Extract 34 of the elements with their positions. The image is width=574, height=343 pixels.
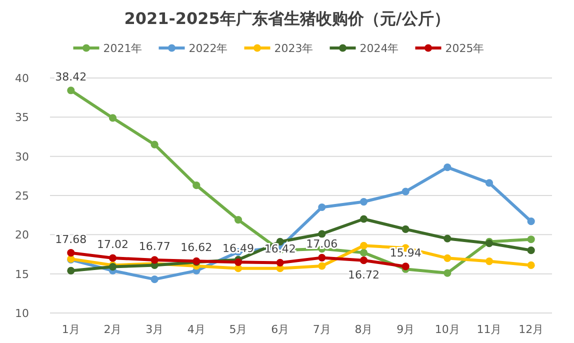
y-tick-label: 40: [15, 72, 29, 85]
data-label: 16.72: [348, 268, 380, 282]
y-tick-label: 35: [15, 111, 29, 124]
x-tick-label: 6月: [271, 323, 290, 336]
x-tick-label: 7月: [312, 323, 331, 336]
legend-label: 2025年: [445, 42, 484, 55]
x-tick-label: 2月: [104, 323, 122, 336]
x-tick-label: 12月: [518, 323, 544, 336]
y-tick-label: 10: [15, 307, 29, 320]
y-tick-label: 20: [15, 228, 29, 242]
data-label: 16.62: [180, 241, 212, 254]
data-label: 15.94: [390, 246, 422, 260]
data-label: 16.77: [138, 240, 170, 253]
legend-label: 2022年: [188, 42, 228, 55]
x-tick-label: 3月: [146, 323, 164, 336]
data-label: 38.42: [55, 70, 87, 84]
data-label: 17.06: [306, 238, 338, 251]
y-tick-label: 25: [15, 190, 29, 202]
x-tick-label: 1月: [62, 323, 80, 336]
x-tick-label: 11月: [476, 323, 502, 336]
data-label: 17.68: [55, 232, 87, 246]
data-label: 16.42: [264, 242, 296, 256]
x-tick-label: 5月: [229, 323, 248, 336]
x-tick-label: 8月: [354, 323, 373, 336]
x-tick-label: 4月: [187, 323, 206, 336]
x-tick-label: 9月: [396, 323, 415, 336]
legend-label: 2021年: [103, 42, 142, 55]
chart-title: 2021-2025年广东省生猪收购价（元/公斤）: [124, 9, 450, 28]
x-tick-label: 10月: [434, 323, 460, 336]
legend-label: 2024年: [360, 42, 399, 55]
legend-label: 2023年: [274, 42, 314, 55]
y-tick-label: 15: [15, 268, 29, 281]
data-label: 17.02: [97, 238, 128, 252]
y-tick-label: 30: [15, 150, 29, 164]
